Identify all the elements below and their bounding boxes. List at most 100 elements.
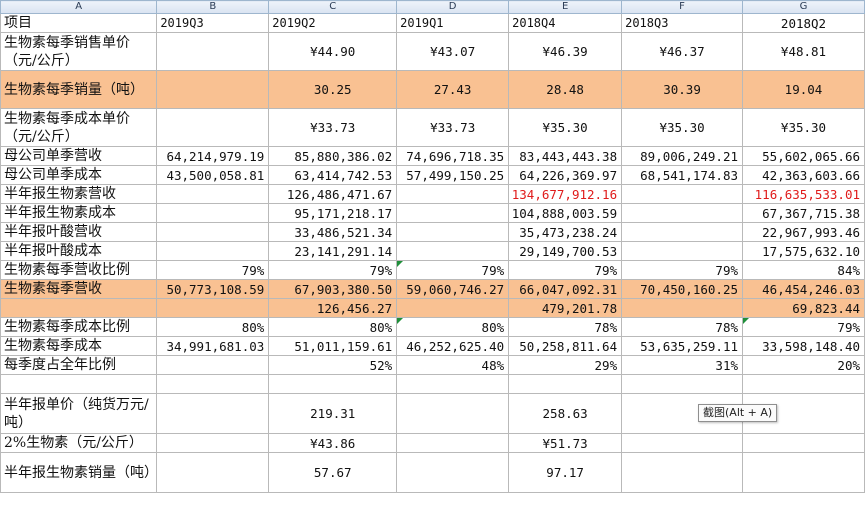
cell[interactable]: 22,967,993.46: [742, 222, 865, 242]
cell[interactable]: 31%: [621, 355, 743, 375]
cell[interactable]: 66,047,092.31: [508, 279, 623, 299]
cell[interactable]: [396, 433, 510, 453]
cell[interactable]: 57,499,150.25: [396, 165, 510, 185]
cell[interactable]: ¥44.90: [268, 32, 398, 71]
cell[interactable]: [621, 374, 743, 394]
cell[interactable]: [396, 241, 510, 261]
row-label[interactable]: 生物素每季销量（吨）: [0, 70, 158, 109]
cell[interactable]: 55,602,065.66: [742, 146, 865, 166]
cell[interactable]: 126,486,471.67: [268, 184, 398, 204]
cell[interactable]: 79%: [742, 317, 865, 337]
cell[interactable]: 64,214,979.19: [156, 146, 270, 166]
cell[interactable]: [156, 70, 270, 109]
cell[interactable]: 29,149,700.53: [508, 241, 623, 261]
cell[interactable]: [156, 298, 270, 318]
cell-a1[interactable]: 项目: [0, 13, 158, 33]
cell[interactable]: 46,454,246.03: [742, 279, 865, 299]
cell[interactable]: 20%: [742, 355, 865, 375]
cell[interactable]: [156, 393, 270, 434]
cell[interactable]: 33,486,521.34: [268, 222, 398, 242]
cell[interactable]: [396, 298, 510, 318]
cell-e1[interactable]: 2018Q4: [508, 13, 623, 33]
cell-b1[interactable]: 2019Q3: [156, 13, 270, 33]
row-label[interactable]: [0, 298, 158, 318]
row-label[interactable]: 生物素每季成本: [0, 336, 158, 356]
cell[interactable]: ¥43.07: [396, 32, 510, 71]
cell[interactable]: 85,880,386.02: [268, 146, 398, 166]
cell[interactable]: 46,252,625.40: [396, 336, 510, 356]
cell[interactable]: 79%: [268, 260, 398, 280]
cell[interactable]: [508, 374, 623, 394]
cell[interactable]: [621, 222, 743, 242]
cell[interactable]: [742, 452, 865, 493]
cell[interactable]: 74,696,718.35: [396, 146, 510, 166]
cell[interactable]: 79%: [621, 260, 743, 280]
row-label[interactable]: 半年报生物素成本: [0, 203, 158, 223]
cell[interactable]: [621, 241, 743, 261]
cell[interactable]: 68,541,174.83: [621, 165, 743, 185]
cell[interactable]: 97.17: [508, 452, 623, 493]
cell[interactable]: [156, 355, 270, 375]
cell[interactable]: 79%: [508, 260, 623, 280]
cell[interactable]: [742, 374, 865, 394]
cell[interactable]: 64,226,369.97: [508, 165, 623, 185]
cell[interactable]: 80%: [396, 317, 510, 337]
cell[interactable]: 29%: [508, 355, 623, 375]
cell[interactable]: 19.04: [742, 70, 865, 109]
row-label[interactable]: 母公司单季成本: [0, 165, 158, 185]
row-label[interactable]: 每季度占全年比例: [0, 355, 158, 375]
row-label[interactable]: 半年报叶酸营收: [0, 222, 158, 242]
cell[interactable]: ¥35.30: [621, 108, 743, 147]
cell[interactable]: [621, 433, 743, 453]
cell[interactable]: 53,635,259.11: [621, 336, 743, 356]
cell[interactable]: 84%: [742, 260, 865, 280]
cell[interactable]: [396, 393, 510, 434]
cell[interactable]: 79%: [396, 260, 510, 280]
cell[interactable]: 23,141,291.14: [268, 241, 398, 261]
cell[interactable]: [156, 374, 270, 394]
cell[interactable]: [621, 203, 743, 223]
cell-c1[interactable]: 2019Q2: [268, 13, 398, 33]
row-label[interactable]: 2%生物素（元/公斤）: [0, 433, 158, 453]
row-label[interactable]: 生物素每季成本单价（元/公斤）: [0, 108, 158, 147]
cell[interactable]: [621, 184, 743, 204]
column-header-a[interactable]: A: [0, 0, 158, 14]
cell[interactable]: 28.48: [508, 70, 623, 109]
cell[interactable]: 95,171,218.17: [268, 203, 398, 223]
cell[interactable]: [396, 452, 510, 493]
cell-d1[interactable]: 2019Q1: [396, 13, 510, 33]
cell[interactable]: 69,823.44: [742, 298, 865, 318]
cell[interactable]: [156, 32, 270, 71]
cell-g1[interactable]: 2018Q2: [742, 13, 865, 33]
cell[interactable]: [396, 184, 510, 204]
column-header-d[interactable]: D: [396, 0, 510, 14]
cell[interactable]: ¥33.73: [396, 108, 510, 147]
cell[interactable]: 104,888,003.59: [508, 203, 623, 223]
cell[interactable]: 57.67: [268, 452, 398, 493]
cell[interactable]: 59,060,746.27: [396, 279, 510, 299]
cell[interactable]: [156, 222, 270, 242]
cell[interactable]: ¥33.73: [268, 108, 398, 147]
row-label[interactable]: 半年报单价（纯货万元/吨）: [0, 393, 158, 434]
row-label[interactable]: [0, 374, 158, 394]
cell[interactable]: 30.25: [268, 70, 398, 109]
cell[interactable]: 67,367,715.38: [742, 203, 865, 223]
cell[interactable]: 30.39: [621, 70, 743, 109]
cell[interactable]: [156, 433, 270, 453]
column-header-b[interactable]: B: [156, 0, 270, 14]
cell[interactable]: ¥46.39: [508, 32, 623, 71]
column-header-g[interactable]: G: [742, 0, 865, 14]
row-label[interactable]: 生物素每季营收: [0, 279, 158, 299]
row-label[interactable]: 半年报叶酸成本: [0, 241, 158, 261]
cell[interactable]: [621, 298, 743, 318]
column-header-f[interactable]: F: [621, 0, 743, 14]
cell[interactable]: [396, 203, 510, 223]
row-label[interactable]: 生物素每季销售单价（元/公斤）: [0, 32, 158, 71]
cell[interactable]: 219.31: [268, 393, 398, 434]
cell[interactable]: [156, 108, 270, 147]
row-label[interactable]: 生物素每季营收比例: [0, 260, 158, 280]
cell[interactable]: 48%: [396, 355, 510, 375]
cell[interactable]: ¥46.37: [621, 32, 743, 71]
cell[interactable]: 42,363,603.66: [742, 165, 865, 185]
row-label[interactable]: 半年报生物素销量（吨）: [0, 452, 158, 493]
